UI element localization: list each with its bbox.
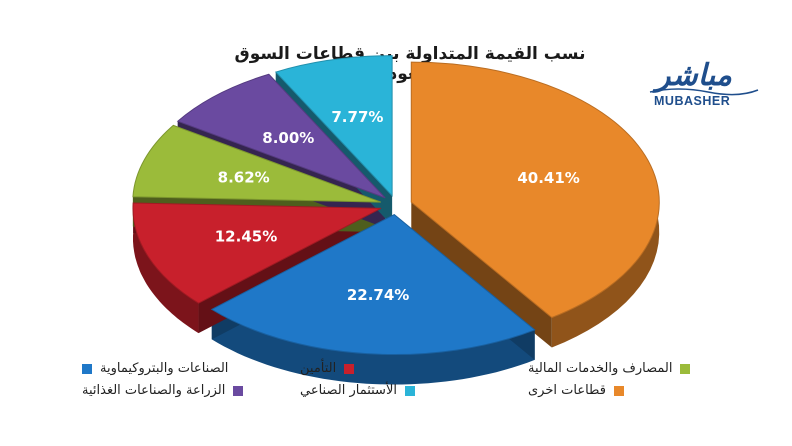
legend-item-industrial-investment: الأستثمار الصناعي [300,383,415,398]
pie-slice [410,61,660,319]
pie-value-label: 7.77% [331,108,383,126]
logo-arabic-text: مباشر [656,58,733,93]
legend-item-others: قطاعات اخرى [528,383,624,398]
legend-swatch [680,363,691,374]
legend-swatch [613,385,624,396]
legend-swatch [344,363,355,374]
legend-label: الصناعات والبتروكيماوية [100,361,229,376]
legend-swatch [82,363,92,374]
legend-item-banks: المصارف والخدمات المالية [528,361,691,376]
pie-value-label: 8.62% [218,168,270,186]
pie-slice [132,202,382,304]
pie-slice-cut [411,202,552,348]
legend-item-petrochemicals: الصناعات والبتروكيماوية [82,361,228,376]
pie-value-label: 40.41% [517,169,579,187]
legend-item-insurance: التأمين [300,361,355,376]
legend-label: قطاعات اخرى [528,383,606,398]
pie-slice [132,124,381,203]
legend-label: التأمين [300,361,337,376]
pie-slice [176,73,386,199]
pie-slice-side [133,203,199,334]
pie-value-label: 22.74% [347,286,409,304]
legend-swatch [404,385,415,396]
legend-label: المصارف والخدمات المالية [528,361,673,376]
mubasher-logo: مباشر MUBASHER [648,58,760,116]
legend-label: الأستثمار الصناعي [300,383,397,398]
pie-value-label: 8.00% [262,129,314,147]
pie-value-label: 12.45% [215,227,277,245]
logo-latin-text: MUBASHER [654,94,731,108]
pie-slice [210,213,536,356]
legend-label: الزراعة والصناعات الغذائية [82,383,226,398]
logo-wave-icon [649,88,759,96]
legend-item-agriculture: الزراعة والصناعات الغذائية [82,383,244,398]
pie-slice [274,55,393,197]
legend-swatch [233,385,244,396]
pie-slice-side [211,309,535,385]
